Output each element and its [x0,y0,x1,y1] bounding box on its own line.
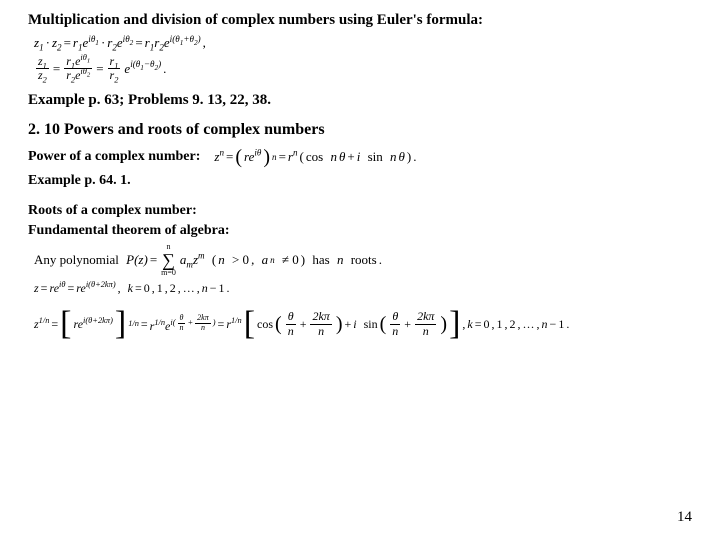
fta-label: Fundamental theorem of algebra: [28,223,692,239]
section-heading: 2. 10 Powers and roots of complex number… [28,121,692,139]
example-reference-2: Example p. 64. 1. [28,173,692,189]
page-title: Multiplication and division of complex n… [28,12,692,29]
power-label: Power of a complex number: [28,149,200,165]
page-number: 14 [677,509,692,526]
equation-division: z1 z2 = r1eiθ1 r2eiθ2 = r1 r2 ei(θ1−θ2) … [34,55,692,82]
equation-nth-root: z1/n = [ rei(θ+2kπ) ]1/n = r1/nei(θn+2kπ… [34,310,692,337]
roots-label: Roots of a complex number: [28,203,692,219]
example-reference-1: Example p. 63; Problems 9. 13, 22, 38. [28,92,692,109]
equation-root-form: z = reiθ = rei(θ+2kπ) , k=0,1,2,…,n−1. [34,281,692,296]
equation-fta: Any polynomial P(z) = n ∑ m=0 amzm (n > … [34,243,692,277]
equation-multiplication: z1 · z2 = r1eiθ1 · r2eiθ2 = r1r2ei(θ1+θ2… [34,35,692,51]
equation-power: zn = ( reiθ )n = rn (cos nθ + i sin nθ). [214,149,416,165]
